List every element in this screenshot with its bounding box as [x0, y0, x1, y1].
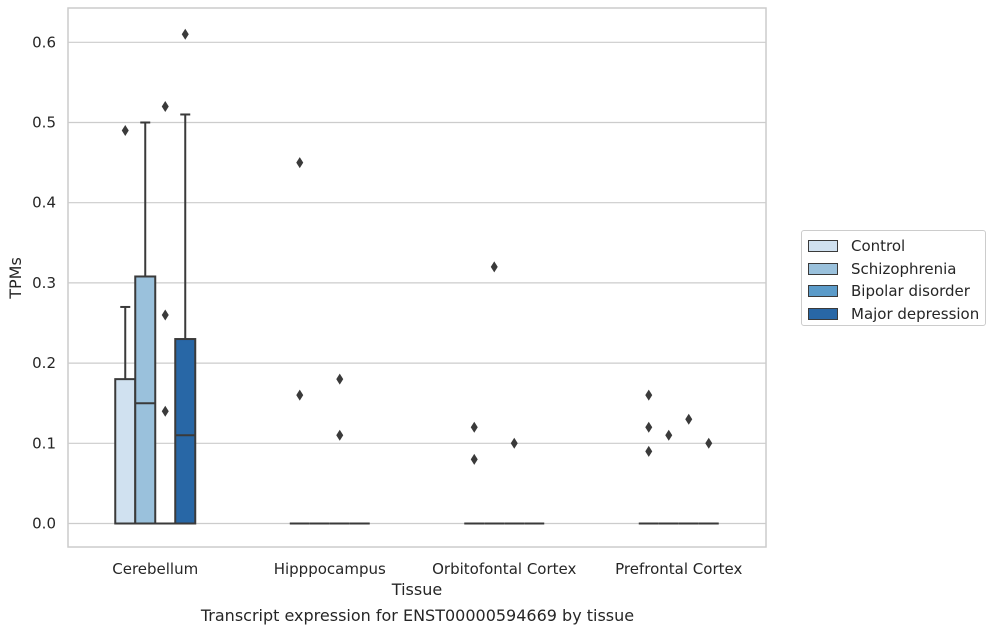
y-tick-labels: 0.0 0.1 0.2 0.3 0.4 0.5 0.6 — [32, 33, 56, 532]
outlier-point — [161, 100, 169, 112]
y-tick-label: 0.4 — [32, 194, 56, 212]
legend-swatch — [808, 262, 838, 275]
legend: Control Schizophrenia Bipolar disorder Majo… — [801, 230, 986, 326]
legend-label: Major depression — [851, 304, 980, 323]
outlier-point — [645, 445, 653, 457]
legend-label: Control — [851, 237, 906, 256]
outlier-point — [685, 413, 693, 425]
x-tick-label: Cerebellum — [112, 560, 198, 578]
legend-item: Control — [808, 235, 985, 258]
outlier-point — [296, 157, 304, 169]
outlier-point — [161, 405, 169, 417]
box-group — [134, 121, 157, 525]
outlier-point — [490, 261, 498, 273]
legend-swatch — [808, 307, 838, 320]
outlier-points — [121, 28, 713, 465]
outlier-point — [510, 437, 518, 449]
x-tick-label: Prefrontal Cortex — [615, 560, 742, 578]
outlier-point — [336, 429, 344, 441]
box-group — [114, 305, 137, 525]
legend-item: Major depression — [808, 303, 985, 326]
y-tick-label: 0.1 — [32, 434, 56, 452]
y-tick-label: 0.2 — [32, 354, 56, 372]
y-tick-label: 0.6 — [32, 33, 56, 51]
x-tick-label: Hipppocampus — [274, 560, 386, 578]
y-tick-label: 0.0 — [32, 515, 56, 533]
box — [114, 378, 137, 525]
y-axis-label: TPMs — [6, 257, 25, 300]
outlier-point — [336, 373, 344, 385]
outlier-point — [470, 453, 478, 465]
box — [174, 338, 197, 525]
outlier-point — [161, 309, 169, 321]
x-axis-label: Tissue — [391, 580, 442, 599]
chart-caption: Transcript expression for ENST0000059466… — [200, 606, 635, 625]
legend-label: Bipolar disorder — [851, 282, 970, 301]
outlier-point — [665, 429, 673, 441]
outlier-point — [121, 125, 129, 137]
box — [134, 275, 157, 525]
plot-frame — [67, 7, 767, 548]
x-tick-label: Orbitofontal Cortex — [432, 560, 576, 578]
legend-swatch — [808, 240, 838, 253]
outlier-point — [705, 437, 713, 449]
box-group — [174, 113, 197, 525]
y-tick-label: 0.3 — [32, 274, 56, 292]
y-tick-label: 0.5 — [32, 114, 56, 132]
grid-lines — [68, 41, 766, 525]
outlier-point — [645, 421, 653, 433]
legend-item: Schizophrenia — [808, 258, 985, 281]
outlier-point — [645, 389, 653, 401]
legend-swatch — [808, 285, 838, 298]
outlier-point — [181, 28, 189, 40]
legend-label: Schizophrenia — [851, 259, 957, 278]
legend-item: Bipolar disorder — [808, 280, 985, 303]
outlier-point — [296, 389, 304, 401]
outlier-point — [470, 421, 478, 433]
x-tick-labels: Cerebellum Hipppocampus Orbitofontal Corte… — [112, 560, 742, 578]
box-plots — [114, 113, 719, 525]
